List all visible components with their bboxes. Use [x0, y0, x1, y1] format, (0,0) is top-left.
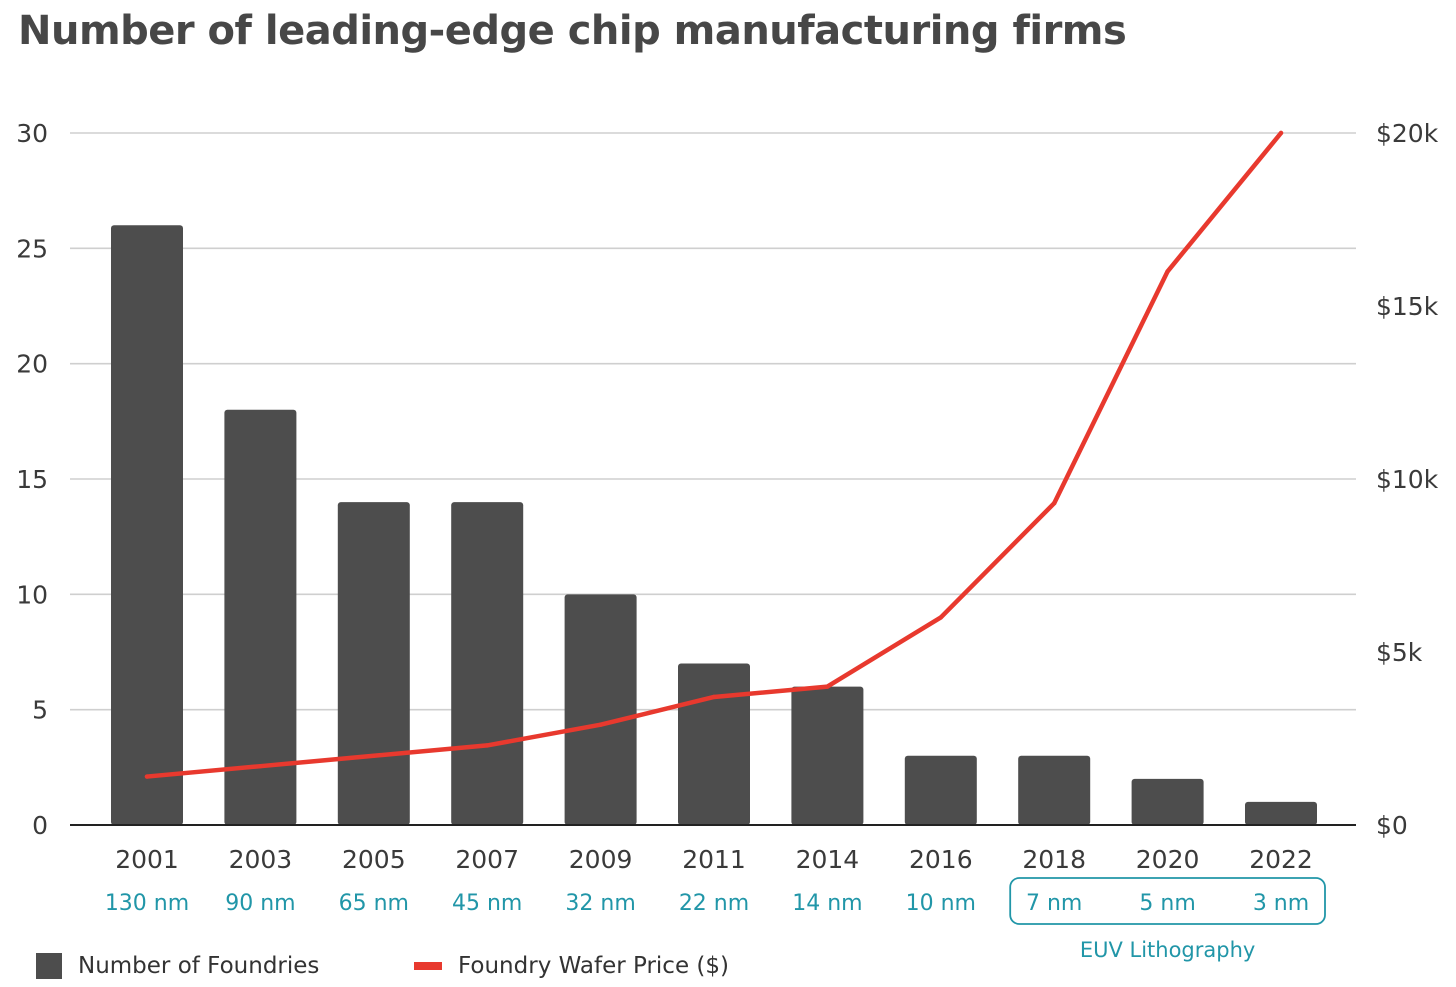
node-label: 45 nm [452, 891, 522, 916]
point-wafer-price-2020 [1165, 269, 1170, 274]
point-wafer-price-2009 [598, 722, 603, 727]
node-label: 7 nm [1026, 891, 1082, 916]
legend-swatch-foundries [36, 953, 62, 979]
bar-foundries-2014 [791, 686, 864, 825]
x-axis-tick-label: 2020 [1136, 845, 1200, 874]
point-wafer-price-2011 [711, 694, 717, 700]
x-axis-tick-label: 2014 [796, 845, 860, 874]
point-wafer-price-2003 [258, 763, 263, 769]
x-axis-tick-label: 2011 [682, 845, 746, 874]
x-axis-tick-label: 2001 [115, 845, 179, 874]
point-wafer-price-2016 [938, 615, 943, 620]
node-label: 90 nm [225, 891, 295, 916]
legend-label-wafer-price: Foundry Wafer Price ($) [458, 953, 729, 979]
node-label: 14 nm [792, 891, 862, 916]
point-wafer-price-2014 [825, 684, 830, 689]
right-axis-tick-label: $20k [1376, 119, 1439, 148]
right-axis-tick-label: $0 [1376, 811, 1408, 840]
euv-bracket-box [1009, 877, 1326, 925]
point-wafer-price-2005 [371, 753, 376, 758]
node-label: 65 nm [339, 891, 409, 916]
legend-label-foundries: Number of Foundries [78, 953, 320, 979]
point-wafer-price-2007 [485, 743, 490, 748]
left-axis-tick-label: 10 [16, 580, 48, 609]
point-wafer-price-2018 [1052, 501, 1057, 506]
node-label: 10 nm [906, 891, 976, 916]
bar-foundries-2016 [904, 755, 977, 825]
bar-foundries-2020 [1131, 778, 1204, 825]
left-axis-tick-label: 20 [16, 350, 48, 379]
bar-foundries-2005 [337, 502, 410, 825]
left-axis-tick-label: 0 [32, 811, 48, 840]
node-label: 22 nm [679, 891, 749, 916]
bar-foundries-2022 [1245, 801, 1317, 825]
right-axis-tick-label: $5k [1376, 638, 1423, 667]
left-axis-tick-label: 25 [16, 234, 48, 263]
bar-foundries-2007 [451, 502, 524, 825]
right-axis-tick-label: $15k [1376, 292, 1439, 321]
node-label: 3 nm [1253, 891, 1309, 916]
legend-item-foundries: Number of Foundries [36, 948, 319, 984]
x-axis-tick-label: 2016 [909, 845, 973, 874]
x-axis-tick-label: 2003 [229, 845, 293, 874]
euv-annotation-label: EUV Lithography [1080, 938, 1256, 962]
legend-item-wafer-price: Foundry Wafer Price ($) [414, 948, 729, 984]
bar-foundries-2009 [564, 594, 637, 825]
left-axis-tick-label: 15 [16, 465, 48, 494]
bar-foundries-2011 [678, 663, 750, 825]
node-label: 5 nm [1139, 891, 1195, 916]
x-axis-tick-label: 2007 [455, 845, 519, 874]
bar-foundries-2003 [224, 409, 297, 825]
legend-swatch-wafer-price [414, 962, 442, 970]
node-label: 130 nm [105, 891, 189, 916]
bar-foundries-2001 [111, 225, 183, 825]
point-wafer-price-2022 [1278, 130, 1284, 136]
left-axis-tick-label: 30 [16, 119, 48, 148]
bar-foundries-2018 [1018, 755, 1091, 825]
x-axis-tick-label: 2009 [569, 845, 633, 874]
chart-title: Number of leading-edge chip manufacturin… [18, 8, 1127, 54]
right-axis-tick-label: $10k [1376, 465, 1439, 494]
x-axis-tick-label: 2022 [1249, 845, 1313, 874]
node-label: 32 nm [565, 891, 635, 916]
x-axis-tick-label: 2005 [342, 845, 406, 874]
left-axis-tick-label: 5 [32, 696, 48, 725]
point-wafer-price-2001 [144, 774, 150, 779]
x-axis-tick-label: 2018 [1022, 845, 1086, 874]
